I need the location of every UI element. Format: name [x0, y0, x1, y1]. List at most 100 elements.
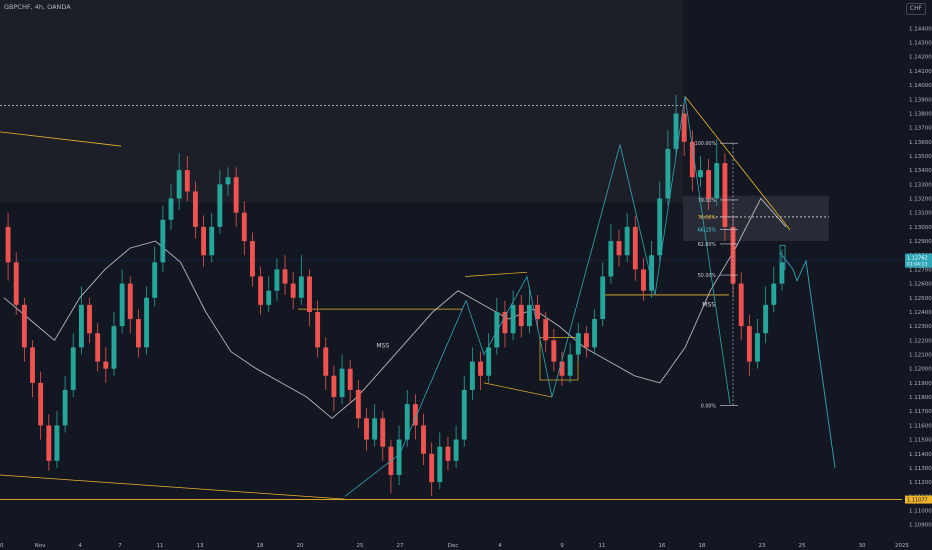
candle-body: [518, 304, 524, 327]
candle-body: [421, 425, 426, 454]
candle-body: [681, 113, 687, 142]
time-tick-label: 23: [759, 543, 766, 549]
candle-body: [364, 418, 369, 440]
candle-body: [608, 241, 614, 277]
candle-body: [771, 283, 777, 305]
candle-body: [535, 304, 540, 320]
candle-body: [355, 389, 361, 419]
price-tick-label: 1.13800: [909, 111, 932, 117]
candle-body: [543, 319, 549, 341]
candle-body: [478, 361, 483, 376]
candle-body: [372, 418, 378, 440]
candle-body: [38, 382, 44, 426]
time-tick-label: 27: [397, 543, 404, 549]
candle-body: [135, 319, 141, 348]
time-tick-label: 18: [699, 543, 706, 549]
time-tick-label: 2025: [895, 543, 909, 549]
candle-body: [111, 326, 117, 369]
candle-body: [551, 340, 557, 362]
candle-body: [54, 425, 60, 461]
candle-body: [600, 276, 606, 320]
fib-level-label: 50.00%: [698, 273, 717, 279]
price-tick-label: 1.13600: [909, 140, 932, 146]
candle-body: [30, 347, 35, 383]
candle-body: [714, 163, 720, 199]
candle-body: [258, 276, 264, 305]
candle-body: [502, 311, 508, 334]
time-tick-label: 18: [257, 543, 264, 549]
price-tick-label: 1.11600: [909, 423, 932, 429]
price-tick-label: 1.13700: [909, 126, 932, 132]
time-tick-label: 20: [297, 543, 304, 549]
price-tick-label: 1.13000: [909, 225, 932, 231]
candle-body: [657, 198, 663, 256]
candle-body: [339, 368, 345, 398]
price-tick-label: 1.11700: [909, 409, 932, 415]
candle-body: [347, 368, 353, 390]
candle-body: [282, 269, 288, 284]
candle-body: [738, 283, 744, 327]
candle-body: [445, 446, 451, 461]
projection-path: [779, 252, 836, 468]
time-tick-label: 13: [197, 543, 204, 549]
price-tick-label: 1.11000: [909, 508, 932, 514]
candle-body: [21, 304, 27, 348]
price-tick-label: 1.12900: [909, 239, 932, 245]
mss-label: MSS: [702, 301, 715, 308]
price-tick-label: 1.11400: [909, 452, 932, 458]
time-tick-label: 25: [357, 543, 364, 549]
candle-body: [225, 177, 231, 185]
fib-level-label: 79.00%: [698, 198, 717, 204]
candle-body: [453, 439, 459, 461]
time-tick-label: Dec: [448, 543, 459, 549]
time-tick-label: Nov: [35, 543, 46, 549]
price-tick-label: 1.13200: [909, 197, 932, 203]
candle-body: [241, 212, 247, 242]
price-tick-label: 1.11800: [909, 395, 932, 401]
price-tick-label: 1.14000: [909, 83, 932, 89]
zigzag-structure: [344, 96, 731, 497]
candle-body: [698, 170, 703, 178]
candle-body: [624, 226, 630, 256]
candle-body: [144, 297, 149, 348]
candle-body: [486, 347, 492, 376]
candle-body: [290, 283, 296, 298]
currency-button[interactable]: CHF: [906, 3, 926, 15]
price-tick-label: 1.12100: [909, 352, 932, 358]
candle-body: [62, 389, 68, 426]
price-tick-label: 1.13300: [909, 182, 932, 188]
fib-level-label: 66.25%: [698, 228, 717, 234]
time-tick-label: 25: [799, 543, 806, 549]
price-tick-label: 1.11900: [909, 381, 932, 387]
candle-body: [755, 333, 760, 362]
candle-body: [160, 219, 166, 263]
candle-body: [87, 304, 92, 334]
price-tick-label: 1.12200: [909, 338, 932, 344]
candle-body: [192, 191, 198, 227]
candle-body: [127, 283, 133, 320]
time-tick-label: 30: [859, 543, 866, 549]
price-tick-label: 1.13500: [909, 154, 932, 160]
candle-body: [665, 148, 671, 199]
price-tick-label: 1.12500: [909, 296, 932, 302]
supply-zone-right: [683, 195, 829, 242]
candle-body: [119, 283, 125, 327]
price-tick-label: 1.13100: [909, 211, 932, 217]
candle-body: [46, 425, 52, 461]
candle-body: [575, 333, 581, 355]
price-tick-label: 1.10900: [909, 523, 932, 529]
time-tick-label: 16: [659, 543, 666, 549]
candle-body: [298, 276, 304, 298]
candle-body: [429, 453, 435, 483]
fib-level-label: 70.50%: [698, 215, 717, 221]
candle-body: [526, 304, 532, 327]
candle-body: [649, 255, 655, 291]
price-tick-label: 1.12400: [909, 310, 932, 316]
candle-body: [176, 170, 182, 199]
time-tick-label: 4: [78, 543, 82, 549]
price-tick-label: 1.11200: [909, 480, 932, 486]
candle-body: [437, 446, 443, 483]
candle-body: [217, 184, 223, 227]
current-price-tag: [905, 253, 932, 268]
